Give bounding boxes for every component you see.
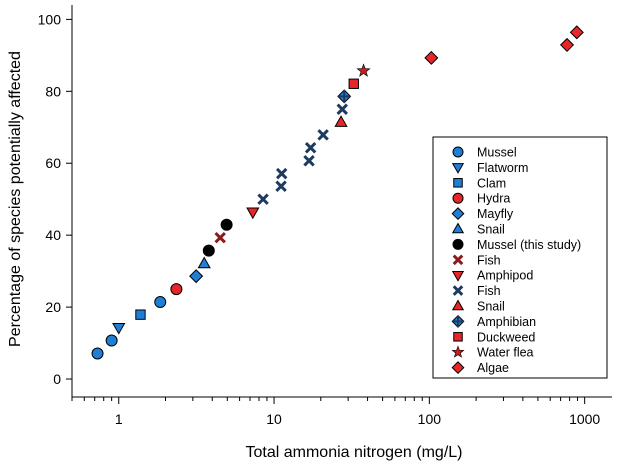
data-point: [246, 207, 260, 220]
y-tick-label: 20: [45, 299, 61, 315]
legend-marker: [451, 299, 465, 311]
data-point: [220, 218, 233, 231]
legend-label: Mayfly: [477, 207, 514, 221]
legend-label: Hydra: [477, 192, 510, 206]
legend-label: Fish: [477, 253, 501, 267]
data-point: [275, 167, 288, 180]
data-point: [304, 142, 317, 154]
data-point: [214, 231, 226, 244]
legend-marker: [452, 254, 464, 266]
data-point: [105, 334, 118, 347]
data-point: [348, 78, 359, 89]
legend-marker: [452, 192, 464, 204]
legend-marker: [451, 207, 465, 221]
data-points: [91, 25, 584, 360]
data-point: [170, 283, 183, 296]
y-tick-label: 80: [45, 83, 61, 99]
legend-marker: [451, 345, 465, 358]
legend-marker: [451, 163, 465, 174]
x-tick-label: 100: [418, 411, 442, 427]
data-point: [559, 37, 575, 52]
y-tick-label: 0: [53, 371, 61, 387]
legend-marker: [453, 178, 463, 188]
data-point: [202, 244, 215, 257]
data-point: [154, 296, 167, 309]
y-axis-title: Percentage of species potentially affect…: [7, 51, 24, 347]
data-point: [569, 25, 584, 40]
legend-label: Amphipod: [477, 269, 533, 283]
legend-marker: [451, 270, 465, 282]
legend-marker: [453, 332, 463, 342]
ticks: 0 20 40 60 80 100 1 10 100 1000: [38, 11, 601, 427]
legend-label: Flatworm: [477, 161, 528, 175]
legend-marker: [451, 361, 465, 375]
y-tick-label: 100: [38, 11, 62, 27]
legend-label: Amphibian: [477, 315, 536, 329]
data-point: [424, 50, 439, 65]
data-point: [337, 89, 352, 104]
data-point: [135, 309, 146, 320]
data-point: [91, 347, 104, 360]
legend-marker: [452, 238, 464, 250]
data-point: [303, 154, 315, 167]
data-point: [275, 180, 287, 192]
data-point: [317, 129, 329, 141]
x-tick-label: 10: [266, 411, 282, 427]
data-point: [189, 269, 204, 284]
data-point: [336, 103, 349, 116]
legend-marker: [452, 285, 464, 296]
legend-label: Duckweed: [477, 330, 535, 344]
legend-label: Algae: [477, 361, 509, 375]
x-tick-label: 1000: [569, 411, 600, 427]
legend-label: Clam: [477, 176, 506, 190]
legend-label: Fish: [477, 284, 501, 298]
data-point: [112, 322, 126, 335]
data-point: [334, 115, 348, 127]
axes: [71, 5, 612, 398]
y-tick-label: 60: [45, 155, 61, 171]
data-point: [197, 256, 211, 269]
y-tick-label: 40: [45, 227, 61, 243]
legend-marker: [451, 314, 465, 328]
legend-label: Mussel: [477, 146, 517, 160]
data-point: [356, 63, 371, 77]
x-axis-title: Total ammonia nitrogen (mg/L): [246, 444, 463, 461]
legend-label: Snail: [477, 300, 505, 314]
x-tick-label: 1: [115, 411, 123, 427]
legend: MusselFlatwormClamHydraMayflySnailMussel…: [432, 136, 608, 379]
legend-label: Mussel (this study): [477, 238, 581, 252]
legend-label: Snail: [477, 223, 505, 237]
legend-label: Water flea: [477, 346, 534, 360]
data-point: [257, 193, 269, 205]
legend-marker: [451, 222, 465, 234]
legend-marker: [452, 146, 464, 158]
